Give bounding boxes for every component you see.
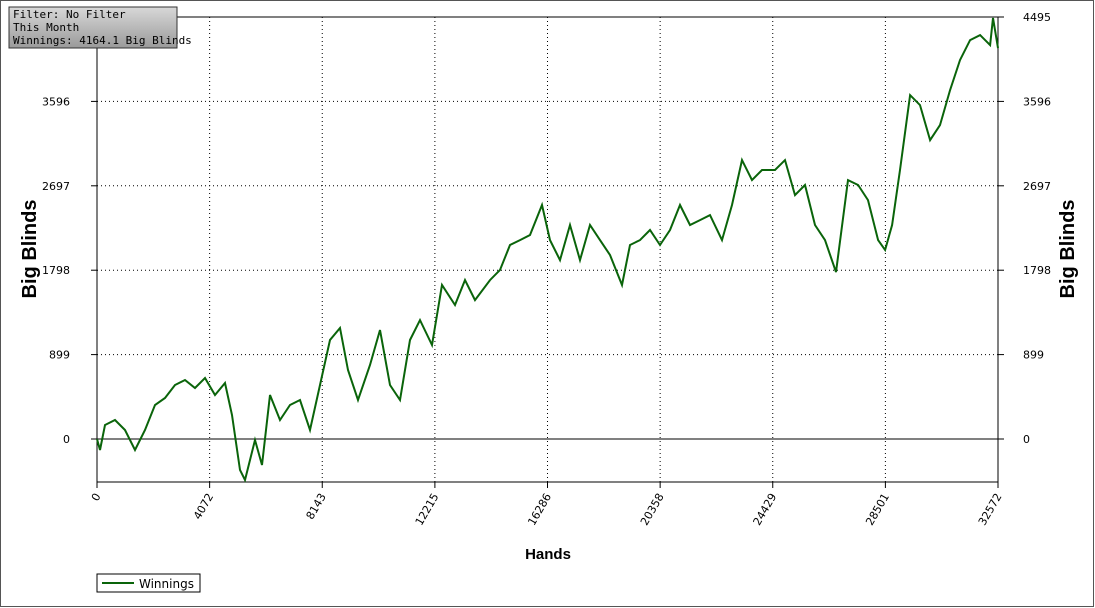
y-tick-label: 899 [49,349,70,362]
legend [96,573,201,593]
info-text: This Month [13,21,79,34]
y2-axis-label: Big Blinds [1057,200,1079,299]
y-axis-label: Big Blinds [19,200,41,299]
y-tick-label: 0 [63,433,70,446]
y2-tick-label: 0 [1023,433,1030,446]
y2-tick-label: 1798 [1023,264,1051,277]
winnings-line [96,17,999,483]
y-tick-label: 3596 [42,95,70,108]
legend-label: Winnings [139,577,194,591]
x-axis-label: Hands [525,546,571,563]
y2-tick-label: 4495 [1023,11,1051,24]
y-tick-label: 2697 [42,180,70,193]
info-text: Winnings: 4164.1 Big Blinds [13,34,192,47]
y2-tick-label: 899 [1023,349,1044,362]
info-box [8,6,178,49]
y-tick-label: 1798 [42,264,70,277]
info-text: Filter: No Filter [13,8,126,21]
y2-tick-label: 3596 [1023,95,1051,108]
y2-tick-label: 2697 [1023,180,1051,193]
